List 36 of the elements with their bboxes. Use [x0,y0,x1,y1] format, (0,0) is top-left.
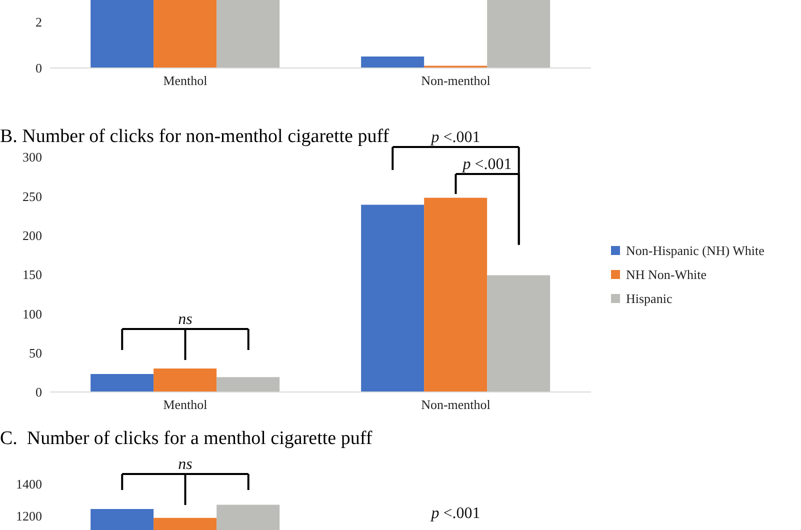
y-tick-label: 100 [22,306,42,322]
legend-label: Hispanic [626,290,672,308]
x-tick-label: Non-menthol [421,397,491,412]
bar [487,0,550,68]
bar [361,56,424,68]
chart-title: B. Number of clicks for non-menthol cigarette puff [0,126,390,148]
bar [154,0,217,68]
y-tick-label: 300 [22,150,42,165]
bar [216,377,280,392]
y-tick-label: 250 [22,188,42,204]
x-tick-label: Non-menthol [421,73,491,88]
annotation: p <.001 [430,505,480,522]
chart-title: C. Number of clicks for a menthol cigarette puff [0,428,372,450]
y-tick-label: 200 [22,228,42,243]
x-tick-label: Menthol [163,73,208,88]
bar [361,204,424,392]
y-tick-label: 0 [36,60,42,76]
bar [424,198,488,392]
legend-label: Non-Hispanic (NH) White [626,242,764,260]
annotation: p <.001 [462,156,512,173]
bar [90,0,154,68]
bar [90,374,154,392]
text: p <.001 [430,129,480,146]
x-tick-label: Menthol [163,397,208,412]
y-tick-label: 1200 [16,508,42,524]
legend-label: NH Non-White [626,266,707,284]
y-tick-label: 0 [36,384,42,400]
text: ns [178,456,192,473]
bar [154,368,217,392]
y-tick-label: 2 [36,14,42,30]
y-tick-label: 50 [29,345,42,360]
annotation: ns [178,311,192,328]
bar [487,275,550,392]
y-tick-label: 1400 [16,476,42,492]
bar [216,0,280,68]
y-tick-label: 150 [22,267,42,282]
